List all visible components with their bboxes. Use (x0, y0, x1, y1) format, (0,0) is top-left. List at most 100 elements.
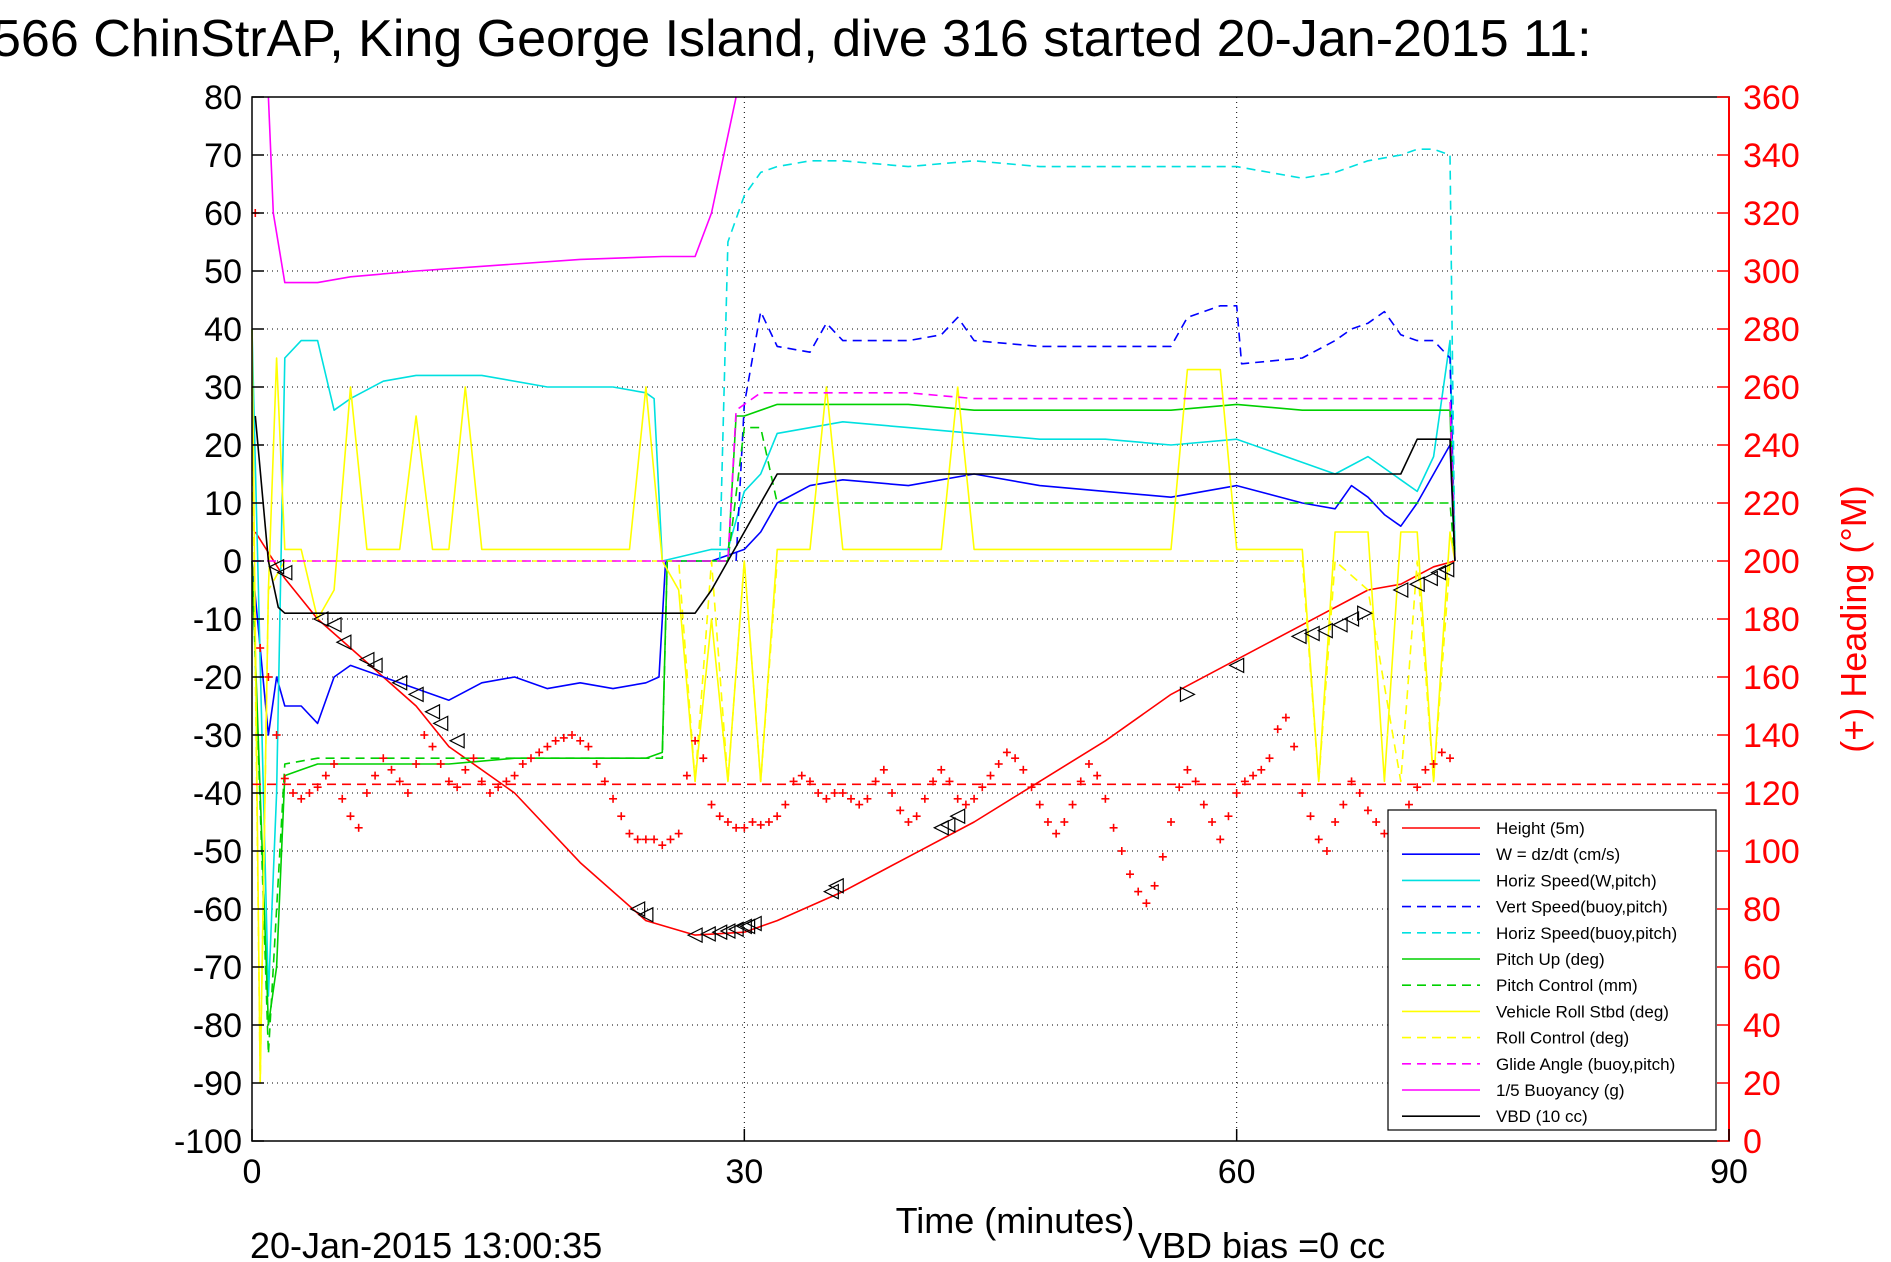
heading-point (321, 771, 330, 780)
x-axis-ticks: 0 30 60 90 (243, 1129, 1748, 1191)
chart-title: 566 ChinStrAP, King George Island, dive … (0, 10, 1592, 68)
heading-point (1167, 818, 1176, 826)
height-marker (629, 901, 646, 917)
heading-point (535, 748, 544, 757)
heading-point (420, 731, 429, 739)
heading-point (674, 829, 683, 838)
height-marker (391, 674, 408, 691)
heading-point (412, 760, 421, 768)
left-tick-label: 30 (204, 369, 242, 407)
x-axis-label: Time (minutes) (896, 1200, 1135, 1241)
height-marker (1303, 625, 1320, 642)
heading-point (986, 771, 995, 780)
heading-point (346, 812, 355, 821)
left-tick-label: 50 (204, 253, 242, 291)
height-marker (335, 634, 352, 651)
heading-point (953, 794, 962, 803)
heading-point (510, 771, 519, 780)
heading-point (1125, 870, 1134, 879)
right-tick-label: 160 (1743, 659, 1800, 697)
heading-point (551, 736, 560, 745)
heading-point (1331, 818, 1340, 826)
right-tick-label: 340 (1743, 137, 1800, 175)
heading-point (1093, 771, 1102, 780)
heading-point (1117, 847, 1126, 855)
height-marker (1421, 570, 1438, 587)
right-tick-label: 240 (1743, 427, 1800, 465)
heading-layer (251, 209, 1729, 908)
heading-point (1224, 812, 1233, 821)
heading-point (871, 777, 880, 786)
height-marker (827, 877, 844, 894)
series-line-4 (718, 148, 1456, 562)
heading-point (477, 777, 486, 786)
heading-point (1142, 899, 1151, 908)
heading-point (847, 794, 856, 803)
height-marker (366, 657, 383, 674)
legend-label-1: W = dz/dt (cm/s) (1496, 845, 1620, 864)
heading-point (305, 789, 314, 797)
heading-point (289, 789, 298, 797)
height-marker (432, 715, 449, 732)
heading-point (1306, 812, 1315, 821)
heading-point (1257, 765, 1266, 774)
heading-point (330, 760, 339, 768)
legend-label-6: Pitch Control (mm) (1496, 976, 1638, 995)
heading-point (830, 789, 839, 797)
heading-point (1216, 835, 1225, 844)
heading-point (879, 765, 888, 774)
heading-point (1347, 777, 1356, 786)
right-tick-label: 180 (1743, 601, 1800, 639)
legend-label-4: Horiz Speed(buoy,pitch) (1496, 924, 1677, 943)
left-tick-label: -100 (174, 1123, 242, 1161)
heading-point (822, 794, 831, 803)
height-marker (312, 611, 329, 627)
heading-point (403, 789, 412, 797)
heading-point (1052, 829, 1061, 838)
heading-point (436, 760, 445, 768)
heading-point (773, 812, 782, 821)
heading-point (1339, 800, 1348, 809)
legend: Height (5m) W = dz/dt (cm/s) Horiz Speed(W… (1387, 809, 1717, 1131)
left-tick-label: -10 (193, 601, 242, 639)
height-marker (822, 883, 839, 900)
heading-point (559, 733, 568, 742)
heading-point (732, 823, 741, 832)
series-layer (251, 96, 1456, 1084)
heading-point (1208, 818, 1217, 826)
x-tick-label: 60 (1218, 1153, 1256, 1191)
heading-point (469, 754, 478, 763)
heading-point (354, 823, 363, 832)
heading-point (1019, 765, 1028, 774)
heading-point (371, 771, 380, 780)
right-tick-label: 220 (1743, 485, 1800, 523)
heading-point (592, 760, 601, 768)
heading-point (748, 818, 757, 826)
x-tick-label: 30 (725, 1153, 763, 1191)
heading-point (576, 736, 585, 745)
heading-point (387, 765, 396, 774)
heading-point (1421, 765, 1430, 774)
heading-point (625, 829, 634, 838)
height-marker (711, 924, 728, 941)
heading-point (1413, 783, 1422, 792)
heading-point (912, 812, 921, 821)
heading-point (1290, 742, 1299, 751)
heading-point (1035, 800, 1044, 809)
height-marker (407, 686, 424, 703)
height-marker (276, 564, 293, 581)
series-line-8 (251, 386, 1455, 1084)
heading-point (1355, 789, 1364, 797)
height-marker (1331, 616, 1348, 633)
heading-point (1429, 760, 1438, 768)
heading-point (682, 771, 691, 780)
heading-point (1068, 800, 1077, 809)
height-marker (325, 616, 342, 633)
heading-point (494, 783, 503, 792)
heading-point (715, 812, 724, 821)
heading-point (896, 806, 905, 815)
series-line-10 (267, 96, 737, 284)
heading-point (1060, 818, 1069, 826)
heading-point (1265, 754, 1274, 763)
